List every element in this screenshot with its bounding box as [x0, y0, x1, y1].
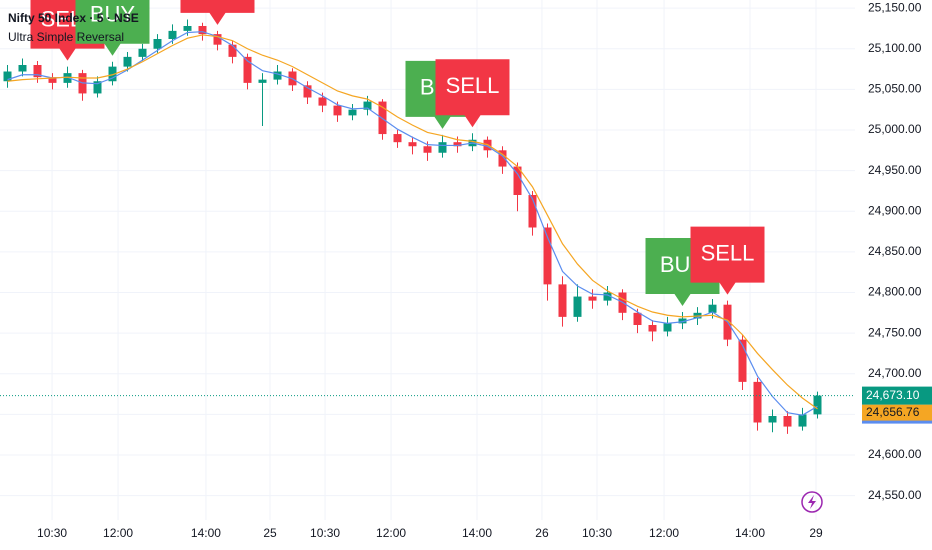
candle-body	[603, 292, 612, 301]
candle-body	[753, 381, 762, 423]
signal-label	[435, 59, 510, 128]
signal-text: BUY	[90, 2, 136, 27]
icon-circle	[801, 491, 823, 513]
signal-text: SELL	[446, 73, 500, 98]
candle-body	[663, 323, 672, 332]
x-tick-label: 14:00	[191, 526, 221, 540]
candle-body	[303, 85, 312, 98]
x-tick-label: 29	[809, 526, 823, 540]
x-tick-label: 10:30	[37, 526, 67, 540]
icon-bolt	[808, 495, 816, 509]
candle-body	[573, 296, 582, 317]
candle-body	[243, 56, 252, 83]
y-tick-label: 24,600.00	[868, 447, 922, 461]
x-tick-label: 14:00	[462, 526, 492, 540]
y-tick-label: 25,050.00	[868, 82, 922, 96]
plot	[0, 19, 855, 434]
candle-body	[138, 48, 147, 57]
y-tick-label: 24,800.00	[868, 285, 922, 299]
candle-body	[408, 142, 417, 147]
candle-body	[378, 101, 387, 135]
candle-body	[168, 30, 177, 39]
last-price-label: 24,673.10	[866, 388, 920, 402]
y-tick-label: 25,150.00	[868, 0, 922, 14]
x-tick-label: 25	[263, 526, 277, 540]
y-tick-label: 24,900.00	[868, 203, 922, 217]
moving-average	[7, 34, 818, 410]
x-tick-label: 12:00	[649, 526, 679, 540]
moving-average	[7, 31, 818, 416]
x-tick-label: 10:30	[582, 526, 612, 540]
y-tick-label: 24,850.00	[868, 244, 922, 258]
signal-label	[75, 0, 150, 56]
candle-body	[213, 34, 222, 45]
candle-body	[363, 101, 372, 110]
candle-body	[33, 65, 42, 78]
y-tick-label: 25,000.00	[868, 122, 922, 136]
candle-body	[438, 142, 447, 153]
signal-label	[180, 0, 255, 25]
signal-text: SELL	[701, 240, 755, 265]
overlay: SELLBUYSELLBUYSELLBUYSELL	[30, 0, 765, 306]
y-tick-label: 24,550.00	[868, 488, 922, 502]
candle-body	[768, 416, 777, 423]
indicator-name: Ultra Simple Reversal	[8, 30, 124, 44]
candle-body	[93, 81, 102, 94]
x-tick-label: 10:30	[310, 526, 340, 540]
last-price-box	[862, 386, 932, 405]
candle-body	[333, 105, 342, 116]
ma-price-underline	[862, 420, 932, 424]
chart-title: Nifty 50 Index · 5 · NSE	[8, 11, 139, 25]
candle-body	[813, 395, 822, 415]
y-tick-label: 24,750.00	[868, 325, 922, 339]
alert-icon[interactable]	[801, 491, 823, 513]
candle-body	[348, 109, 357, 116]
candle-body	[318, 97, 327, 106]
candle-body	[123, 56, 132, 67]
y-tick-label: 24,700.00	[868, 366, 922, 380]
x-tick-label: 14:00	[735, 526, 765, 540]
y-tick-label: 24,950.00	[868, 163, 922, 177]
candle-body	[63, 73, 72, 83]
candle-body	[453, 142, 462, 147]
candle-body	[498, 150, 507, 167]
candle-body	[708, 304, 717, 313]
x-tick-label: 12:00	[376, 526, 406, 540]
candle-body	[543, 227, 552, 285]
candle-body	[153, 39, 162, 49]
x-tick-label: 12:00	[103, 526, 133, 540]
candle-body	[198, 26, 207, 35]
candle-body	[678, 318, 687, 324]
candle-body	[798, 414, 807, 427]
candle-body	[738, 339, 747, 382]
candle-body	[783, 416, 792, 427]
candle-body	[513, 166, 522, 195]
candle-body	[183, 26, 192, 31]
y-tick-label: 25,100.00	[868, 41, 922, 55]
candle-body	[18, 65, 27, 72]
candle-body	[48, 77, 57, 83]
candle-body	[558, 284, 567, 317]
ma-price-box	[862, 404, 932, 422]
signal-label	[690, 226, 765, 295]
candle-body	[228, 44, 237, 57]
candle-body	[258, 79, 267, 83]
x-tick-label: 26	[535, 526, 549, 540]
candle-body	[528, 195, 537, 228]
candle-body	[648, 325, 657, 332]
candle-body	[423, 146, 432, 153]
candle-body	[588, 296, 597, 301]
candle-body	[633, 312, 642, 325]
candle-body	[108, 66, 117, 82]
candle-body	[393, 134, 402, 143]
candle-body	[273, 71, 282, 80]
ma-price-label: 24,656.76	[866, 405, 920, 419]
candle-body	[3, 71, 12, 82]
